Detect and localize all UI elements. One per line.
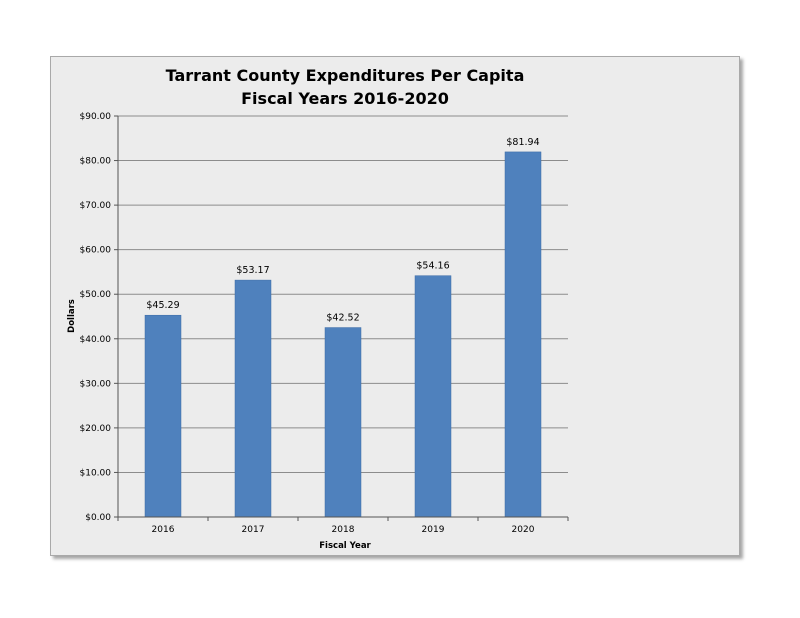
y-tick-label: $60.00 <box>80 246 112 256</box>
x-tick-label: 2020 <box>512 525 535 535</box>
x-axis-ticks: 2016 2017 2018 2019 2020 <box>117 517 569 535</box>
bar <box>504 151 542 518</box>
y-tick-label: $10.00 <box>80 468 112 478</box>
bar <box>324 327 362 518</box>
data-label: $54.16 <box>416 261 449 272</box>
axes <box>117 116 568 518</box>
chart-frame: Tarrant County Expenditures Per Capita F… <box>50 56 740 556</box>
data-label: $81.94 <box>506 137 539 148</box>
data-labels: $45.29 $53.17 $42.52 $54.16 $81.94 <box>146 137 539 324</box>
bars <box>144 151 542 518</box>
y-tick-label: $50.00 <box>80 290 112 300</box>
x-tick-label: 2017 <box>242 525 265 535</box>
y-tick-label: $90.00 <box>80 112 112 122</box>
chart-subtitle: Fiscal Years 2016-2020 <box>241 89 449 108</box>
y-tick-label: $40.00 <box>80 335 112 345</box>
bar <box>234 279 272 518</box>
y-axis-title: Dollars <box>67 299 77 333</box>
bar <box>144 314 182 518</box>
data-label: $53.17 <box>236 265 269 276</box>
y-tick-label: $80.00 <box>80 157 112 167</box>
y-tick-label: $0.00 <box>85 513 111 523</box>
y-tick-label: $20.00 <box>80 424 112 434</box>
x-tick-label: 2018 <box>332 525 355 535</box>
x-tick-label: 2016 <box>152 525 175 535</box>
gridlines <box>118 115 568 473</box>
data-label: $42.52 <box>326 313 359 324</box>
y-axis-ticks: $0.00 $10.00 $20.00 $30.00 $40.00 $50.00 $60.0… <box>80 112 118 523</box>
chart-title: Tarrant County Expenditures Per Capita <box>166 66 525 85</box>
y-tick-label: $70.00 <box>80 201 112 211</box>
bar <box>414 275 452 518</box>
data-label: $45.29 <box>146 300 179 311</box>
bar-chart: Tarrant County Expenditures Per Capita F… <box>67 66 569 551</box>
x-axis-title: Fiscal Year <box>319 541 371 551</box>
x-tick-label: 2019 <box>422 525 445 535</box>
y-tick-label: $30.00 <box>80 379 112 389</box>
